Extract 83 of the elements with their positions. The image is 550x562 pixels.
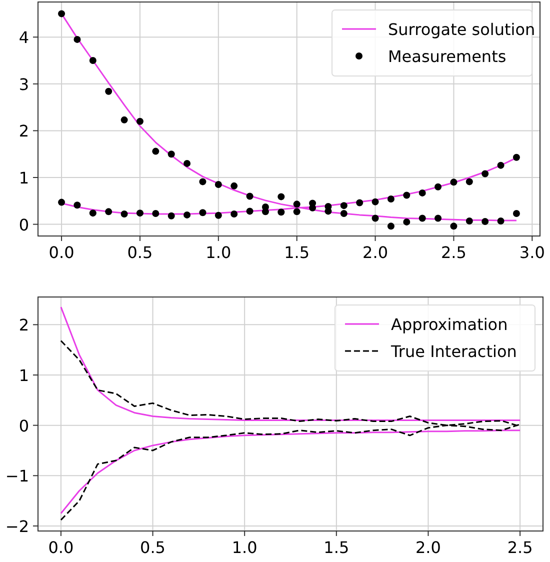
point [246, 192, 254, 200]
point [340, 210, 348, 218]
x-tick-label: 1.0 [206, 243, 232, 262]
point [512, 210, 520, 218]
point [340, 202, 348, 210]
point [450, 222, 458, 230]
x-tick-label: 0.5 [127, 243, 153, 262]
y-tick-label: −1 [5, 466, 29, 486]
point [246, 208, 254, 215]
point [184, 160, 191, 167]
point [466, 178, 473, 186]
y-tick-label: 3 [18, 74, 29, 94]
x-tick-label: 2.5 [440, 243, 466, 262]
legend-label: Surrogate solution [388, 20, 536, 39]
point [58, 10, 66, 18]
point [403, 192, 410, 199]
point [387, 196, 394, 203]
legend-label: True Interaction [390, 342, 517, 361]
point [512, 154, 520, 161]
x-tick-label: 0.0 [48, 538, 74, 557]
point [58, 198, 66, 206]
point [434, 183, 442, 190]
point [136, 118, 144, 125]
y-tick-label: 1 [18, 366, 29, 385]
point [199, 209, 206, 216]
point [372, 214, 379, 222]
point [105, 88, 112, 95]
x-tick-label: 3.0 [519, 243, 545, 262]
point [230, 182, 238, 190]
point [482, 170, 489, 178]
point [372, 198, 379, 206]
point [309, 200, 316, 207]
point [230, 210, 238, 218]
y-tick-label: 4 [18, 28, 29, 48]
point [152, 210, 160, 218]
x-tick-label: 2.0 [416, 538, 441, 557]
point [74, 202, 81, 209]
legend-label: Approximation [391, 315, 508, 334]
point [497, 162, 504, 169]
point [403, 218, 410, 226]
point [89, 210, 96, 217]
point [356, 199, 364, 206]
point [293, 200, 300, 208]
x-tick-label: 2.5 [507, 538, 533, 557]
point [450, 178, 458, 186]
x-tick-label: 0.0 [48, 243, 74, 262]
legend-label: Measurements [388, 47, 506, 66]
point [120, 116, 128, 124]
y-tick-label: −2 [5, 516, 29, 536]
point [105, 208, 112, 216]
point [482, 218, 489, 225]
point [74, 36, 81, 43]
point [466, 218, 473, 225]
y-tick-label: 0 [18, 416, 29, 436]
y-tick-label: 1 [18, 168, 29, 188]
point [387, 222, 394, 230]
x-tick-label: 2.0 [362, 243, 388, 262]
x-tick-label: 1.0 [232, 538, 258, 557]
point [199, 178, 206, 186]
point [293, 208, 300, 216]
point [89, 57, 96, 64]
point [418, 189, 426, 196]
point [136, 210, 144, 217]
point [168, 212, 175, 220]
y-tick-label: 2 [18, 316, 29, 335]
y-tick-label: 2 [18, 122, 29, 141]
point [278, 193, 285, 200]
point [262, 208, 269, 216]
x-tick-label: 1.5 [324, 538, 350, 557]
point [214, 212, 222, 219]
x-tick-label: 0.5 [140, 538, 166, 557]
line-series [60, 306, 521, 422]
point [152, 148, 160, 155]
point [434, 214, 442, 222]
point [168, 150, 175, 158]
point [497, 218, 504, 225]
point [418, 214, 426, 222]
point [278, 208, 285, 216]
y-tick-label: 0 [18, 215, 29, 234]
point [214, 181, 222, 188]
x-tick-label: 1.5 [284, 243, 310, 262]
point [120, 210, 128, 218]
point [184, 211, 191, 218]
